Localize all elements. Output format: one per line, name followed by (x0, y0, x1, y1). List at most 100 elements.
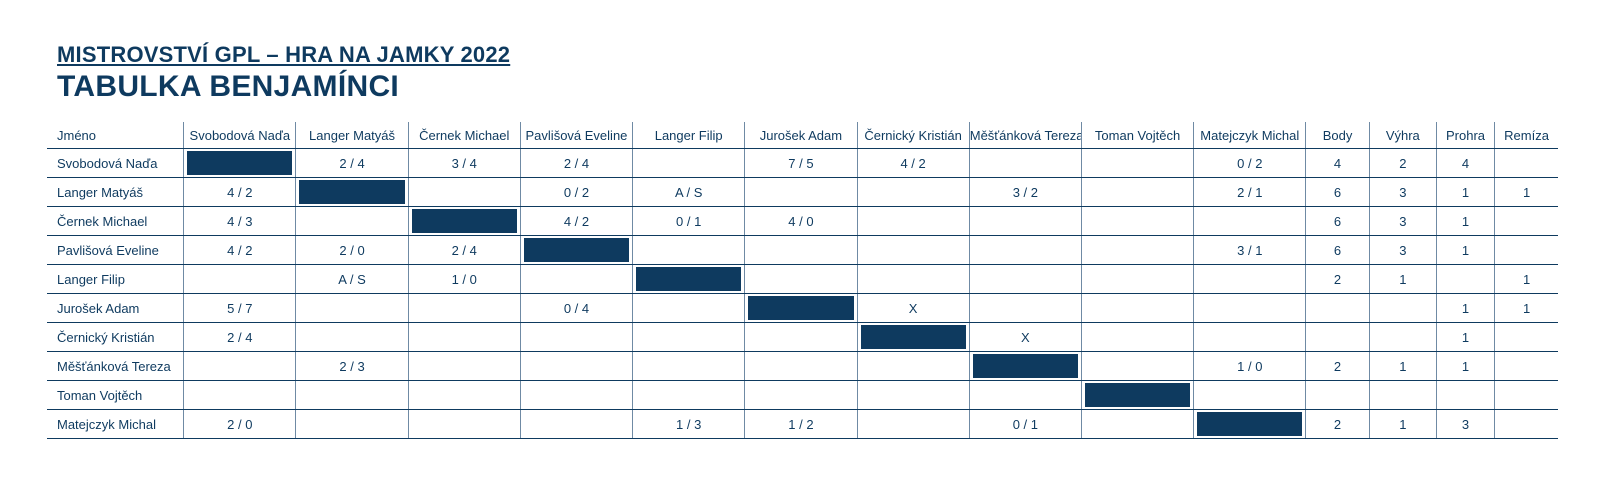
match-result-cell (1080, 409, 1194, 439)
match-result-cell (744, 322, 858, 352)
points-cell: 4 (1305, 148, 1370, 178)
self-match-cell (519, 235, 633, 265)
match-result-cell (407, 322, 521, 352)
match-result-cell (968, 264, 1082, 294)
match-result-cell (744, 264, 858, 294)
wins-cell: 1 (1368, 351, 1437, 381)
draws-cell (1494, 322, 1558, 352)
championship-title: MISTROVSTVÍ GPL – HRA NA JAMKY 2022 (57, 42, 511, 67)
match-result-cell (519, 351, 633, 381)
player-column-header: Měšťánková Tereza (968, 122, 1082, 149)
match-result-cell: 1 / 0 (1193, 351, 1306, 381)
self-match-block (1084, 383, 1191, 407)
match-result-cell: 2 / 4 (295, 148, 409, 178)
player-column-header: Toman Vojtěch (1080, 122, 1194, 149)
match-result-cell: 2 / 0 (183, 409, 296, 439)
match-result-cell (183, 380, 296, 410)
match-result-cell (856, 264, 970, 294)
points-cell (1305, 380, 1370, 410)
match-result-cell (632, 322, 745, 352)
match-result-cell (1080, 206, 1194, 236)
match-result-cell: A / S (295, 264, 409, 294)
self-match-block (523, 238, 630, 262)
match-result-cell (519, 380, 633, 410)
draws-cell (1494, 351, 1558, 381)
draws-cell: 1 (1494, 293, 1558, 323)
self-match-cell (632, 264, 745, 294)
match-result-cell (1080, 148, 1194, 178)
points-cell: 2 (1305, 351, 1370, 381)
match-result-cell (744, 177, 858, 207)
draws-cell (1494, 380, 1558, 410)
losses-cell: 4 (1435, 148, 1495, 178)
match-result-cell (1080, 235, 1194, 265)
match-result-cell: 0 / 4 (519, 293, 633, 323)
match-result-cell: 4 / 2 (856, 148, 970, 178)
match-result-cell: 4 / 2 (183, 235, 296, 265)
match-result-cell (1080, 177, 1194, 207)
player-name: Pavlišová Eveline (47, 235, 184, 265)
draws-cell (1494, 206, 1558, 236)
points-cell: 2 (1305, 264, 1370, 294)
match-result-cell (1080, 293, 1194, 323)
match-result-cell: 0 / 2 (519, 177, 633, 207)
self-match-cell (1193, 409, 1306, 439)
match-result-cell: 4 / 2 (519, 206, 633, 236)
match-result-cell (1193, 380, 1306, 410)
match-result-cell (1193, 206, 1306, 236)
match-result-cell: 4 / 0 (744, 206, 858, 236)
draws-cell (1494, 148, 1558, 178)
match-result-cell (968, 293, 1082, 323)
match-result-cell: 1 / 2 (744, 409, 858, 439)
match-result-cell (856, 235, 970, 265)
player-column-header: Langer Filip (632, 122, 745, 149)
player-name: Jurošek Adam (47, 293, 184, 323)
self-match-block (748, 296, 854, 320)
match-result-cell (407, 380, 521, 410)
losses-cell: 3 (1435, 409, 1495, 439)
match-result-cell: A / S (632, 177, 745, 207)
match-result-cell (856, 380, 970, 410)
wins-cell (1368, 293, 1437, 323)
match-result-cell (295, 322, 409, 352)
wins-column-header: Výhra (1368, 122, 1437, 149)
match-result-cell: 0 / 1 (968, 409, 1082, 439)
table-row: Černický Kristián 2 / 4 X 1 (47, 322, 1558, 352)
losses-column-header: Prohra (1435, 122, 1495, 149)
self-match-cell (295, 177, 409, 207)
match-result-cell (183, 264, 296, 294)
player-name: Svobodová Naďa (47, 148, 184, 178)
self-match-cell (1080, 380, 1194, 410)
table-title: TABULKA BENJAMÍNCI (57, 70, 400, 103)
player-name: Černek Michael (47, 206, 184, 236)
match-result-cell (519, 322, 633, 352)
match-result-cell (632, 351, 745, 381)
points-cell: 6 (1305, 177, 1370, 207)
losses-cell (1435, 264, 1495, 294)
wins-cell: 1 (1368, 264, 1437, 294)
match-result-cell (1193, 264, 1306, 294)
match-result-cell (295, 380, 409, 410)
match-result-cell: 1 / 0 (407, 264, 521, 294)
points-column-header: Body (1305, 122, 1370, 149)
match-result-cell (632, 293, 745, 323)
draws-column-header: Remíza (1494, 122, 1558, 149)
match-result-cell (295, 409, 409, 439)
self-match-block (860, 325, 966, 349)
losses-cell: 1 (1435, 206, 1495, 236)
player-name: Černický Kristián (47, 322, 184, 352)
match-result-cell (295, 293, 409, 323)
match-result-cell (744, 380, 858, 410)
match-result-cell: 3 / 1 (1193, 235, 1306, 265)
self-match-block (299, 180, 405, 204)
player-column-header: Langer Matyáš (295, 122, 409, 149)
self-match-block (411, 209, 517, 233)
match-result-cell (856, 409, 970, 439)
